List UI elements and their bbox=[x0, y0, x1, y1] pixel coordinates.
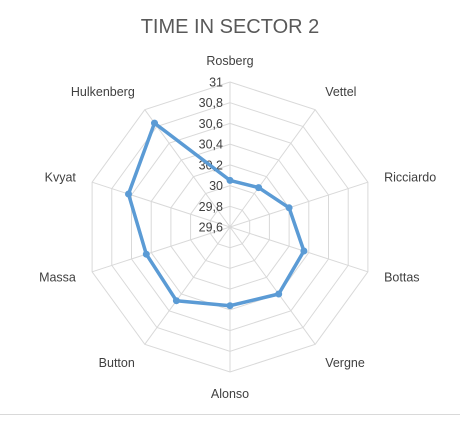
data-point bbox=[142, 250, 150, 258]
category-label: Hulkenberg bbox=[71, 85, 135, 99]
data-point bbox=[300, 247, 308, 255]
radar-grid bbox=[91, 81, 369, 373]
category-label: Vettel bbox=[325, 85, 356, 99]
tick-label: 30 bbox=[209, 179, 223, 193]
grid-spoke bbox=[91, 181, 231, 228]
tick-label: 31 bbox=[209, 76, 223, 90]
tick-label: 29,6 bbox=[199, 221, 223, 235]
grid-spoke bbox=[91, 226, 231, 273]
grid-spoke bbox=[229, 226, 369, 273]
data-point bbox=[255, 184, 263, 192]
data-point bbox=[226, 302, 234, 310]
category-labels: Rosberg Vettel Ricciardo Bottas Vergne Alonso… bbox=[39, 54, 436, 401]
grid-spoke bbox=[144, 109, 231, 228]
grid-spoke bbox=[144, 226, 231, 345]
grid-spoke bbox=[229, 181, 369, 228]
tick-label: 30,4 bbox=[199, 138, 223, 152]
category-label: Vergne bbox=[325, 356, 365, 370]
category-label: Ricciardo bbox=[384, 170, 436, 184]
tick-label: 30,6 bbox=[199, 117, 223, 131]
grid-spoke bbox=[229, 109, 316, 228]
data-point bbox=[275, 290, 283, 298]
data-point bbox=[151, 119, 158, 127]
category-label: Rosberg bbox=[206, 54, 253, 68]
series-layer bbox=[125, 119, 308, 310]
data-point bbox=[285, 204, 293, 212]
category-label: Button bbox=[99, 356, 135, 370]
data-point bbox=[226, 176, 234, 184]
tick-label: 29,8 bbox=[199, 200, 223, 214]
category-label: Alonso bbox=[211, 387, 249, 401]
tick-label: 30,8 bbox=[199, 96, 223, 110]
data-point bbox=[172, 297, 180, 305]
grid-spoke bbox=[229, 226, 316, 345]
bottom-border bbox=[0, 414, 460, 415]
category-label: Kvyat bbox=[45, 170, 77, 184]
data-point bbox=[125, 190, 132, 198]
category-label: Massa bbox=[39, 271, 76, 285]
chart-title: TIME IN SECTOR 2 bbox=[141, 16, 320, 38]
category-label: Bottas bbox=[384, 271, 419, 285]
